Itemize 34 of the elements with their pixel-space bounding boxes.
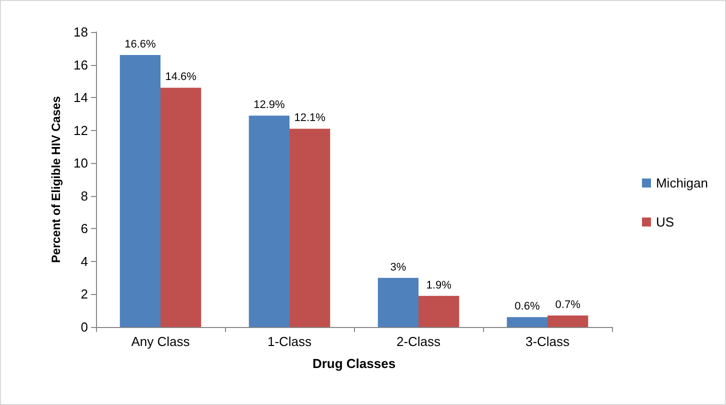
- data-label: 3%: [390, 261, 406, 274]
- bar: [378, 278, 418, 327]
- y-tick-label: 8: [80, 188, 88, 204]
- data-label: 16.6%: [124, 38, 156, 50]
- y-tick-label: 14: [74, 90, 88, 106]
- bar: [248, 116, 290, 327]
- data-label: 12.1%: [294, 112, 326, 124]
- bar: [506, 317, 548, 327]
- bar: [120, 54, 160, 327]
- y-tick-label: 12: [74, 122, 88, 138]
- bar: [418, 296, 460, 327]
- x-tick-label: Any Class: [131, 334, 190, 349]
- y-tick-label: 0: [80, 320, 88, 334]
- bar: [548, 316, 588, 327]
- y-tick-label: 16: [74, 57, 88, 72]
- x-tick-label: 2-Class: [396, 334, 442, 349]
- bar: [290, 128, 330, 327]
- data-label: 0.7%: [555, 299, 581, 312]
- x-tick-label: 1-Class: [267, 334, 312, 349]
- y-axis-title: Percent of Eligible HIV Cases: [49, 96, 63, 263]
- bar: [160, 88, 202, 327]
- legend-label: Michigan: [656, 176, 708, 190]
- x-axis-title: Drug Classes: [312, 356, 396, 371]
- data-label: 12.9%: [254, 99, 285, 112]
- data-label: 1.9%: [426, 279, 452, 292]
- y-tick-label: 4: [80, 254, 88, 269]
- y-tick-label: 6: [80, 221, 88, 236]
- legend-label: US: [656, 214, 674, 230]
- data-label: 0.6%: [514, 300, 540, 313]
- x-tick-label: 3-Class: [525, 334, 570, 349]
- y-tick-label: 18: [74, 24, 88, 40]
- y-tick-label: 10: [74, 156, 88, 171]
- data-label: 14.6%: [165, 71, 197, 84]
- y-tick-label: 2: [80, 286, 88, 302]
